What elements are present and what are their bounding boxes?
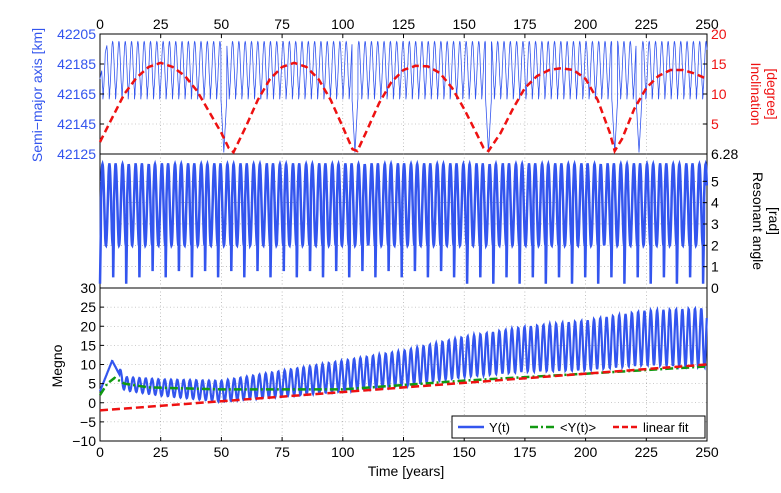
series-layer bbox=[98, 40, 709, 412]
bottom-tick-label-4: 100 bbox=[331, 444, 355, 460]
reson-y2tick-label-4: 2 bbox=[711, 237, 719, 253]
bottom-tick-label-0: 0 bbox=[96, 444, 104, 460]
reson-y2tick-label-2: 4 bbox=[711, 195, 719, 211]
orbit-ytick-label-4: 42125 bbox=[57, 146, 96, 162]
bottom-tick-label-5: 125 bbox=[392, 444, 416, 460]
orbit-y2tick-label-0: 20 bbox=[711, 26, 727, 42]
top-tick-label-0: 0 bbox=[96, 16, 104, 32]
series-resonant-angle bbox=[98, 159, 709, 284]
top-tick-label-1: 25 bbox=[153, 16, 169, 32]
megno-ytick-label-8: −10 bbox=[72, 433, 96, 449]
megno-ytick-label-5: 5 bbox=[88, 376, 96, 392]
megno-ytick-label-1: 25 bbox=[80, 299, 96, 315]
resonant-y2label-line2: [rad] bbox=[766, 207, 781, 235]
bottom-tick-label-1: 25 bbox=[153, 444, 169, 460]
reson-y2tick-label-0: 6.28 bbox=[711, 146, 738, 162]
orbit-ytick-label-2: 42165 bbox=[57, 86, 96, 102]
bottom-tick-label-8: 200 bbox=[574, 444, 598, 460]
megno-legend: Y(t) <Y(t)> linear fit bbox=[451, 415, 706, 439]
legend-label-mean: <Y(t)> bbox=[560, 420, 596, 435]
orbit-y2label-line1: Inclination bbox=[748, 62, 764, 125]
bottom-tick-label-7: 175 bbox=[513, 444, 537, 460]
top-tick-label-3: 75 bbox=[274, 16, 290, 32]
bottom-tick-label-2: 50 bbox=[214, 444, 230, 460]
megno-ytick-label-6: 0 bbox=[88, 395, 96, 411]
resonant-y2label-line1: Resonant angle bbox=[750, 172, 766, 270]
bottom-tick-label-3: 75 bbox=[274, 444, 290, 460]
orbit-ytick-label-1: 42185 bbox=[57, 56, 96, 72]
series-semi-major-axis bbox=[99, 40, 708, 153]
orbit-y2tick-label-2: 10 bbox=[711, 86, 727, 102]
megno-ytick-label-0: 30 bbox=[80, 280, 96, 296]
megno-ytick-label-7: −5 bbox=[80, 414, 96, 430]
megno-ytick-label-4: 10 bbox=[80, 357, 96, 373]
reson-y2tick-label-5: 1 bbox=[711, 259, 719, 275]
bottom-tick-label-10: 250 bbox=[695, 444, 719, 460]
megno-xlabel: Time [years] bbox=[368, 463, 445, 479]
megno-ytick-label-2: 20 bbox=[80, 318, 96, 334]
series-megno-fit bbox=[99, 363, 708, 412]
orbit-y2label-line2: [degree] bbox=[764, 68, 780, 119]
megno-ylabel: Megno bbox=[49, 344, 65, 387]
top-tick-label-10: 250 bbox=[695, 16, 719, 32]
orbit-y2tick-label-3: 5 bbox=[711, 116, 719, 132]
bottom-tick-label-6: 150 bbox=[453, 444, 477, 460]
legend-box bbox=[451, 415, 706, 439]
reson-y2tick-label-1: 5 bbox=[711, 173, 719, 189]
top-tick-label-7: 175 bbox=[513, 16, 537, 32]
series-megno-y bbox=[98, 305, 708, 404]
top-tick-label-5: 125 bbox=[392, 16, 416, 32]
top-tick-label-8: 200 bbox=[574, 16, 598, 32]
legend-label-y: Y(t) bbox=[489, 420, 510, 435]
top-tick-label-6: 150 bbox=[453, 16, 477, 32]
legend-label-fit: linear fit bbox=[643, 420, 689, 435]
top-tick-label-4: 100 bbox=[331, 16, 355, 32]
series-inclination bbox=[98, 61, 708, 155]
orbit-ytick-label-3: 42145 bbox=[57, 116, 96, 132]
reson-y2tick-label-3: 3 bbox=[711, 216, 719, 232]
orbit-y2tick-label-1: 15 bbox=[711, 56, 727, 72]
orbit-ylabel: Semi−major axis [km] bbox=[29, 28, 45, 162]
top-tick-label-9: 225 bbox=[635, 16, 659, 32]
top-tick-label-2: 50 bbox=[214, 16, 230, 32]
megno-ytick-label-3: 15 bbox=[80, 337, 96, 353]
orbit-ytick-label-0: 42205 bbox=[57, 26, 96, 42]
bottom-tick-label-9: 225 bbox=[635, 444, 659, 460]
reson-y2tick-label-6: 0 bbox=[711, 280, 719, 296]
